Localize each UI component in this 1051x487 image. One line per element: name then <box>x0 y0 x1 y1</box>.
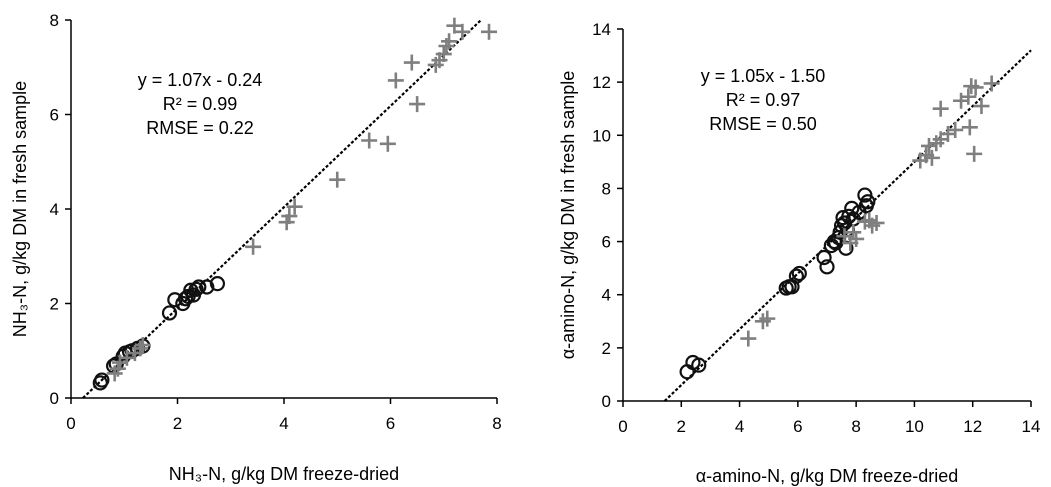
data-point-circle <box>860 194 876 210</box>
y-tick-label: 2 <box>602 339 611 358</box>
data-point-plus <box>973 98 990 115</box>
data-point-plus <box>868 214 885 231</box>
y-tick-label: 10 <box>592 126 611 145</box>
x-axis-title: NH₃-N, g/kg DM freeze-dried <box>169 464 399 484</box>
x-tick-label: 0 <box>66 414 75 433</box>
y-axis-title: NH₃-N, g/kg DM in fresh sample <box>10 81 30 337</box>
y-tick-label: 8 <box>50 11 59 30</box>
data-point-circle <box>788 268 805 284</box>
data-point-plus <box>379 135 396 152</box>
y-axis-title: α-amino-N, g/kg DM in fresh sample <box>558 71 578 360</box>
chart-left: 0 2 4 6 8 0 2 4 6 8 y = 1.07x - 0.24 R² = 0.99 RMSE … <box>10 11 502 484</box>
data-point-plus <box>921 137 937 154</box>
data-point-circle <box>161 305 178 321</box>
data-point-plus <box>966 145 983 162</box>
x-tick-label: 6 <box>793 417 802 436</box>
data-point-plus <box>953 92 970 109</box>
y-tick-label: 0 <box>50 389 59 408</box>
x-tick-label: 12 <box>963 417 982 436</box>
annotation: y = 1.05x - 1.50 <box>701 66 826 86</box>
data-point-plus <box>134 337 151 354</box>
data-point-plus <box>983 75 1000 92</box>
data-point-plus <box>409 96 426 113</box>
y-tick-label: 12 <box>592 73 611 92</box>
data-point-plus <box>441 33 458 50</box>
data-point-plus <box>387 72 404 89</box>
data-point-plus <box>454 23 471 40</box>
data-point-plus <box>939 125 956 142</box>
x-tick-label: 8 <box>851 417 860 436</box>
x-tick-label: 2 <box>677 417 686 436</box>
x-tick-label: 4 <box>279 414 288 433</box>
data-point-circle <box>819 259 835 275</box>
y-tick-label: 6 <box>602 233 611 252</box>
x-tick-label: 8 <box>492 414 501 433</box>
data-point-circle <box>791 265 807 282</box>
y-tick-label: 6 <box>50 106 59 125</box>
x-tick-label: 0 <box>618 417 627 436</box>
data-point-plus <box>481 23 498 40</box>
y-tick-label: 4 <box>602 286 611 305</box>
data-point-circle <box>691 357 707 373</box>
data-point-circle <box>199 279 215 295</box>
regression-line <box>663 49 1032 402</box>
data-point-plus <box>281 208 298 225</box>
data-point-circle <box>816 249 832 266</box>
data-point-circle <box>844 200 860 216</box>
data-point-plus <box>960 88 977 105</box>
y-tick-label: 14 <box>592 20 611 39</box>
x-tick-label: 6 <box>386 414 395 433</box>
y-tick-label: 0 <box>602 392 611 411</box>
regression-line <box>82 19 482 399</box>
data-point-plus <box>245 238 262 255</box>
x-tick-label: 14 <box>1022 417 1041 436</box>
data-point-circle <box>209 276 226 292</box>
annotation: RMSE = 0.22 <box>146 118 254 138</box>
data-point-circle <box>191 279 207 295</box>
data-point-plus <box>361 132 378 149</box>
data-point-plus <box>740 330 757 347</box>
data-point-plus <box>403 54 420 71</box>
y-tick-label: 2 <box>50 295 59 314</box>
data-point-plus <box>435 46 452 63</box>
data-point-plus <box>961 119 978 136</box>
data-point-circle <box>188 281 204 297</box>
x-tick-label: 4 <box>735 417 744 436</box>
x-tick-label: 10 <box>905 417 924 436</box>
data-point-plus <box>329 171 346 188</box>
data-point-plus <box>759 310 776 327</box>
data-point-plus <box>848 230 865 247</box>
annotation: R² = 0.97 <box>726 90 801 110</box>
data-point-circle <box>94 372 110 388</box>
data-point-plus <box>967 79 984 96</box>
annotation: R² = 0.99 <box>163 94 238 114</box>
chart-right: 0 2 4 6 8 10 12 14 0 2 4 6 8 10 12 14 y = 1.05x - 1.50 R²… <box>558 20 1040 486</box>
data-point-plus <box>132 340 149 357</box>
data-point-plus <box>932 100 949 117</box>
x-tick-label: 2 <box>173 414 182 433</box>
y-tick-label: 8 <box>602 179 611 198</box>
y-tick-label: 4 <box>50 200 59 219</box>
data-point-plus <box>947 121 964 138</box>
annotation: y = 1.07x - 0.24 <box>138 70 263 90</box>
data-point-plus <box>923 149 940 166</box>
annotation: RMSE = 0.50 <box>709 114 817 134</box>
data-point-plus <box>845 224 862 241</box>
x-axis-title: α-amino-N, g/kg DM freeze-dried <box>696 466 959 486</box>
data-point-plus <box>286 198 303 215</box>
